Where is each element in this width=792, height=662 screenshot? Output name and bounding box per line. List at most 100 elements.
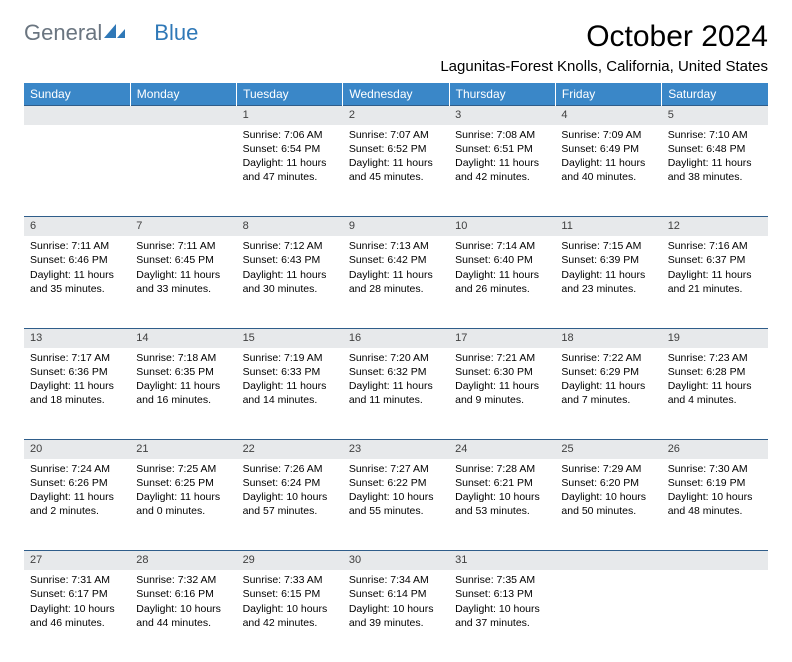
logo-text-2: Blue bbox=[154, 20, 198, 46]
sunset-line: Sunset: 6:45 PM bbox=[136, 253, 230, 267]
sunset-line: Sunset: 6:29 PM bbox=[561, 365, 655, 379]
day-number: 4 bbox=[561, 108, 655, 123]
day-number-cell: 24 bbox=[449, 440, 555, 459]
day-cell: Sunrise: 7:08 AMSunset: 6:51 PMDaylight:… bbox=[449, 125, 555, 217]
day-cell bbox=[24, 125, 130, 217]
day-number: 6 bbox=[30, 219, 124, 234]
day-content-row: Sunrise: 7:24 AMSunset: 6:26 PMDaylight:… bbox=[24, 459, 768, 551]
day-number-cell: 3 bbox=[449, 106, 555, 125]
weekday-header-row: SundayMondayTuesdayWednesdayThursdayFrid… bbox=[24, 83, 768, 106]
day-cell: Sunrise: 7:16 AMSunset: 6:37 PMDaylight:… bbox=[662, 236, 768, 328]
day-number: 9 bbox=[349, 219, 443, 234]
day-cell: Sunrise: 7:14 AMSunset: 6:40 PMDaylight:… bbox=[449, 236, 555, 328]
day-number-cell: 27 bbox=[24, 551, 130, 570]
daylight-line: Daylight: 11 hours and 0 minutes. bbox=[136, 490, 230, 518]
logo-text-1: General bbox=[24, 20, 102, 46]
daylight-line: Daylight: 11 hours and 40 minutes. bbox=[561, 156, 655, 184]
day-cell: Sunrise: 7:09 AMSunset: 6:49 PMDaylight:… bbox=[555, 125, 661, 217]
day-cell: Sunrise: 7:35 AMSunset: 6:13 PMDaylight:… bbox=[449, 570, 555, 662]
day-cell: Sunrise: 7:26 AMSunset: 6:24 PMDaylight:… bbox=[237, 459, 343, 551]
day-number: 28 bbox=[136, 553, 230, 568]
sunset-line: Sunset: 6:25 PM bbox=[136, 476, 230, 490]
day-number: 16 bbox=[349, 331, 443, 346]
day-number: 1 bbox=[243, 108, 337, 123]
day-number-cell: 22 bbox=[237, 440, 343, 459]
day-cell bbox=[662, 570, 768, 662]
daylight-line: Daylight: 11 hours and 42 minutes. bbox=[455, 156, 549, 184]
day-cell: Sunrise: 7:34 AMSunset: 6:14 PMDaylight:… bbox=[343, 570, 449, 662]
sunrise-line: Sunrise: 7:35 AM bbox=[455, 573, 549, 587]
day-number: 19 bbox=[668, 331, 762, 346]
day-number-cell: 13 bbox=[24, 328, 130, 347]
day-number-row: 12345 bbox=[24, 106, 768, 125]
header: General Blue October 2024 Lagunitas-Fore… bbox=[24, 20, 768, 75]
sunrise-line: Sunrise: 7:15 AM bbox=[561, 239, 655, 253]
sunrise-line: Sunrise: 7:16 AM bbox=[668, 239, 762, 253]
daylight-line: Daylight: 10 hours and 57 minutes. bbox=[243, 490, 337, 518]
day-cell: Sunrise: 7:11 AMSunset: 6:46 PMDaylight:… bbox=[24, 236, 130, 328]
sunset-line: Sunset: 6:30 PM bbox=[455, 365, 549, 379]
day-number-row: 27 28 29 30 31 bbox=[24, 551, 768, 570]
sunset-line: Sunset: 6:46 PM bbox=[30, 253, 124, 267]
sunrise-line: Sunrise: 7:27 AM bbox=[349, 462, 443, 476]
day-number: 27 bbox=[30, 553, 124, 568]
day-number: 8 bbox=[243, 219, 337, 234]
day-cell: Sunrise: 7:30 AMSunset: 6:19 PMDaylight:… bbox=[662, 459, 768, 551]
weekday-header: Monday bbox=[130, 83, 236, 106]
sunrise-line: Sunrise: 7:26 AM bbox=[243, 462, 337, 476]
day-cell: Sunrise: 7:25 AMSunset: 6:25 PMDaylight:… bbox=[130, 459, 236, 551]
weekday-header: Tuesday bbox=[237, 83, 343, 106]
weekday-header: Sunday bbox=[24, 83, 130, 106]
sunrise-line: Sunrise: 7:25 AM bbox=[136, 462, 230, 476]
day-cell: Sunrise: 7:19 AMSunset: 6:33 PMDaylight:… bbox=[237, 348, 343, 440]
day-number-row: 6789101112 bbox=[24, 217, 768, 236]
day-number: 10 bbox=[455, 219, 549, 234]
day-cell: Sunrise: 7:07 AMSunset: 6:52 PMDaylight:… bbox=[343, 125, 449, 217]
day-cell: Sunrise: 7:20 AMSunset: 6:32 PMDaylight:… bbox=[343, 348, 449, 440]
day-number-cell: 7 bbox=[130, 217, 236, 236]
day-number-cell: 15 bbox=[237, 328, 343, 347]
day-number: 24 bbox=[455, 442, 549, 457]
sunrise-line: Sunrise: 7:28 AM bbox=[455, 462, 549, 476]
sunrise-line: Sunrise: 7:10 AM bbox=[668, 128, 762, 142]
day-cell bbox=[555, 570, 661, 662]
daylight-line: Daylight: 11 hours and 9 minutes. bbox=[455, 379, 549, 407]
day-number: 12 bbox=[668, 219, 762, 234]
day-number-cell: 4 bbox=[555, 106, 661, 125]
sunset-line: Sunset: 6:49 PM bbox=[561, 142, 655, 156]
daylight-line: Daylight: 11 hours and 16 minutes. bbox=[136, 379, 230, 407]
day-number: 7 bbox=[136, 219, 230, 234]
sunset-line: Sunset: 6:16 PM bbox=[136, 587, 230, 601]
sunrise-line: Sunrise: 7:21 AM bbox=[455, 351, 549, 365]
daylight-line: Daylight: 10 hours and 42 minutes. bbox=[243, 602, 337, 630]
day-number: 22 bbox=[243, 442, 337, 457]
daylight-line: Daylight: 11 hours and 23 minutes. bbox=[561, 268, 655, 296]
day-cell: Sunrise: 7:23 AMSunset: 6:28 PMDaylight:… bbox=[662, 348, 768, 440]
day-content-row: Sunrise: 7:17 AMSunset: 6:36 PMDaylight:… bbox=[24, 348, 768, 440]
daylight-line: Daylight: 11 hours and 11 minutes. bbox=[349, 379, 443, 407]
sunrise-line: Sunrise: 7:20 AM bbox=[349, 351, 443, 365]
day-number-cell: 29 bbox=[237, 551, 343, 570]
day-number: 3 bbox=[455, 108, 549, 123]
day-number-cell: 19 bbox=[662, 328, 768, 347]
sunset-line: Sunset: 6:22 PM bbox=[349, 476, 443, 490]
sunset-line: Sunset: 6:13 PM bbox=[455, 587, 549, 601]
sunset-line: Sunset: 6:36 PM bbox=[30, 365, 124, 379]
day-number: 30 bbox=[349, 553, 443, 568]
sunset-line: Sunset: 6:42 PM bbox=[349, 253, 443, 267]
day-cell: Sunrise: 7:13 AMSunset: 6:42 PMDaylight:… bbox=[343, 236, 449, 328]
daylight-line: Daylight: 11 hours and 21 minutes. bbox=[668, 268, 762, 296]
day-cell: Sunrise: 7:06 AMSunset: 6:54 PMDaylight:… bbox=[237, 125, 343, 217]
day-number: 15 bbox=[243, 331, 337, 346]
day-number-cell: 31 bbox=[449, 551, 555, 570]
day-number-cell: 20 bbox=[24, 440, 130, 459]
sunrise-line: Sunrise: 7:12 AM bbox=[243, 239, 337, 253]
daylight-line: Daylight: 11 hours and 45 minutes. bbox=[349, 156, 443, 184]
daylight-line: Daylight: 10 hours and 46 minutes. bbox=[30, 602, 124, 630]
day-number: 21 bbox=[136, 442, 230, 457]
day-cell: Sunrise: 7:24 AMSunset: 6:26 PMDaylight:… bbox=[24, 459, 130, 551]
sunset-line: Sunset: 6:39 PM bbox=[561, 253, 655, 267]
day-number: 17 bbox=[455, 331, 549, 346]
sunrise-line: Sunrise: 7:08 AM bbox=[455, 128, 549, 142]
day-number-cell: 30 bbox=[343, 551, 449, 570]
